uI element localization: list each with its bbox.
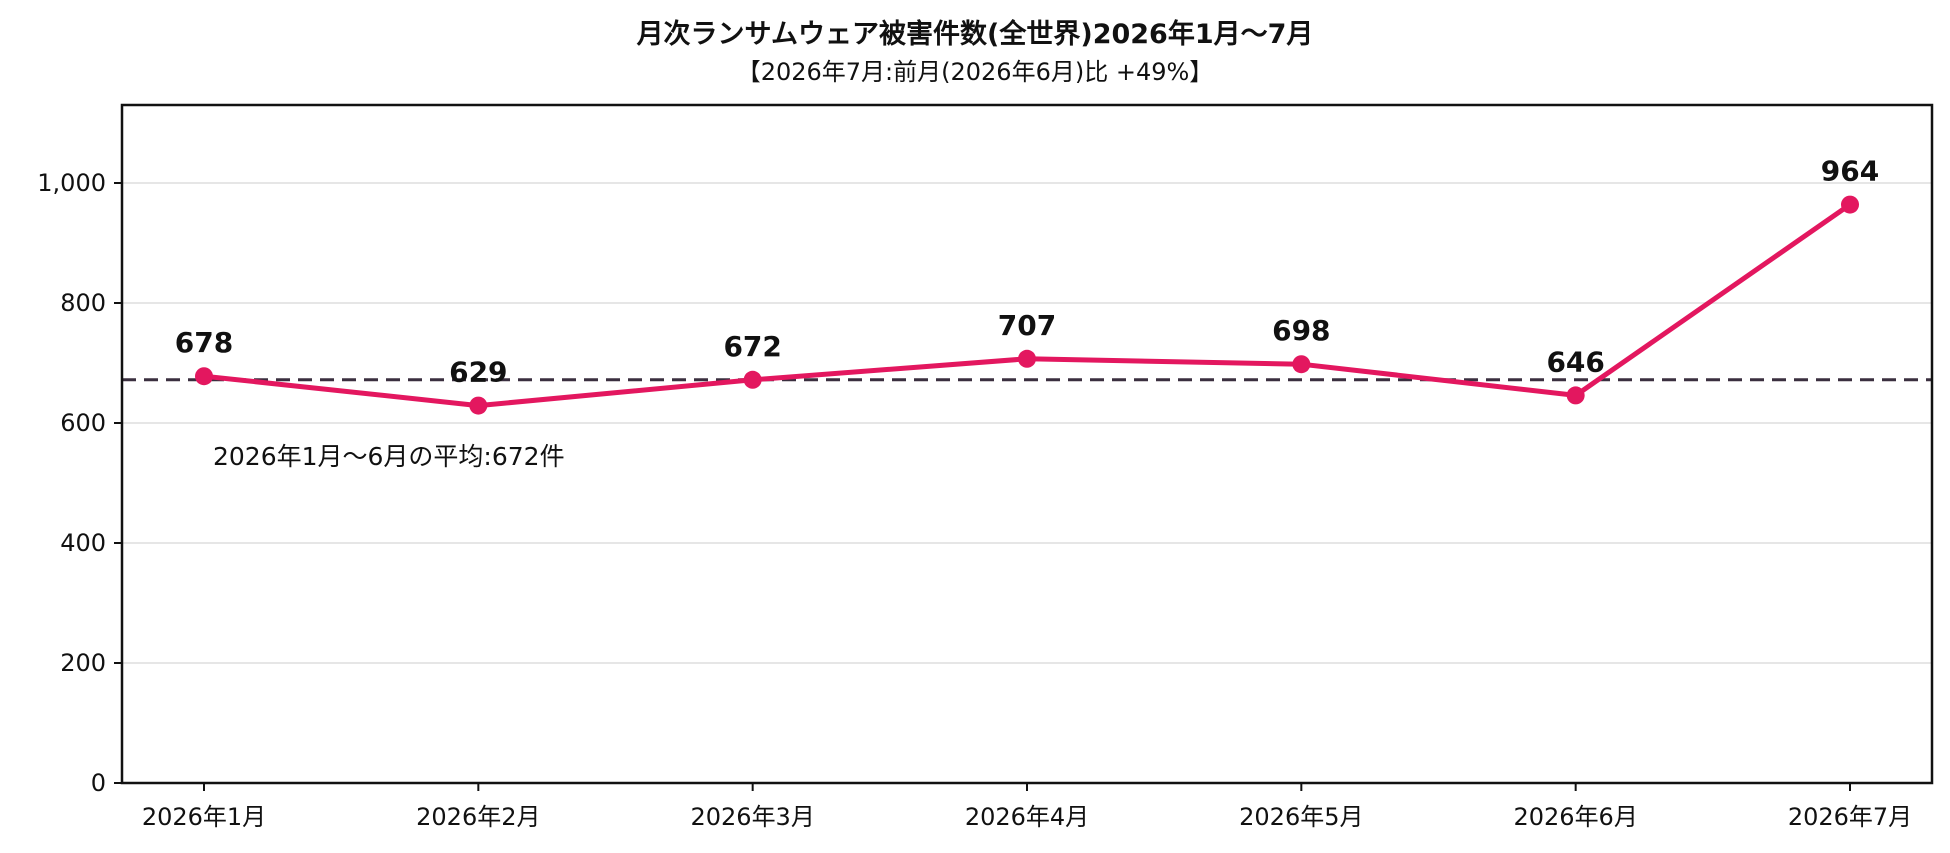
y-tick-label: 400	[60, 529, 106, 557]
x-tick-label: 2026年4月	[965, 803, 1089, 831]
plot-frame	[120, 103, 1934, 785]
data-point	[195, 367, 213, 386]
x-tick-label: 2026年6月	[1513, 803, 1637, 831]
x-tick-label: 2026年1月	[142, 803, 266, 831]
series-layer	[195, 195, 1859, 415]
data-point	[1841, 195, 1859, 214]
x-tick-label: 2026年5月	[1239, 803, 1363, 831]
data-label: 698	[1272, 314, 1330, 347]
axes: 0 200 400 600 800 1,000 2026年1月 2026年2月 2026年3月 2…	[37, 103, 1934, 831]
y-tick-label: 0	[91, 769, 106, 797]
y-tick-label: 600	[60, 409, 106, 437]
data-label: 707	[998, 309, 1056, 342]
y-tick-label: 800	[60, 289, 106, 317]
average-annotation: 2026年1月〜6月の平均:672件	[213, 442, 565, 471]
data-label: 678	[175, 326, 233, 359]
data-label: 646	[1546, 345, 1604, 378]
y-tick-label: 200	[60, 649, 106, 677]
chart-title: 月次ランサムウェア被害件数(全世界)2026年1月〜7月	[636, 19, 1314, 50]
data-labels: 678 629 672 707 698 646 964	[175, 155, 1879, 389]
x-tick-label: 2026年7月	[1788, 803, 1912, 831]
data-point	[469, 396, 488, 415]
average-reference: 2026年1月〜6月の平均:672件	[122, 378, 1932, 471]
data-point	[1292, 355, 1311, 374]
x-tick-label: 2026年3月	[690, 803, 814, 831]
gridlines	[122, 182, 1932, 784]
data-label: 629	[449, 356, 507, 389]
data-point	[743, 370, 762, 389]
data-point	[1566, 386, 1585, 405]
x-tick-label: 2026年2月	[416, 803, 540, 831]
y-tick-label: 1,000	[37, 169, 106, 197]
chart-subtitle: 【2026年7月:前月(2026年6月)比 +49%】	[736, 58, 1214, 86]
data-label: 964	[1821, 155, 1879, 188]
data-label: 672	[723, 330, 781, 363]
data-point	[1018, 349, 1036, 368]
